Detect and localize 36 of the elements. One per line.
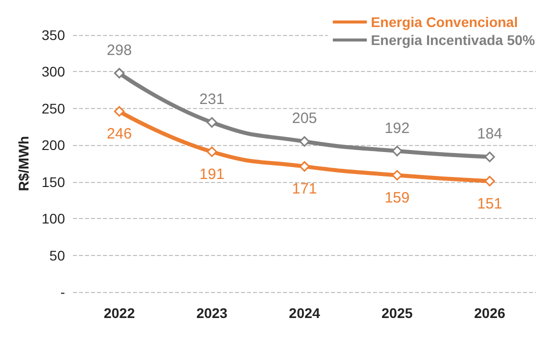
data-label: 231 bbox=[199, 91, 224, 108]
data-label: 205 bbox=[292, 110, 318, 128]
y-tick-label: 150 bbox=[42, 174, 66, 190]
y-tick-label: 50 bbox=[49, 247, 66, 264]
point bbox=[206, 117, 218, 128]
point bbox=[206, 146, 218, 157]
x-tick-label: 2026 bbox=[474, 305, 506, 321]
data-label: 192 bbox=[384, 120, 410, 137]
x-tick-label: 2024 bbox=[288, 305, 320, 321]
point bbox=[392, 146, 402, 156]
y-tick-label: - bbox=[60, 284, 66, 300]
data-label: 246 bbox=[106, 126, 132, 143]
data-label: 159 bbox=[384, 190, 410, 206]
point bbox=[299, 161, 310, 172]
point bbox=[484, 176, 495, 186]
y-tick-label: 250 bbox=[42, 100, 66, 116]
data-label: 171 bbox=[292, 180, 318, 198]
y-tick-label: 100 bbox=[42, 210, 66, 227]
y-tick-label: 200 bbox=[42, 137, 66, 154]
point bbox=[114, 68, 125, 78]
point bbox=[299, 136, 310, 147]
x-tick-label: 2023 bbox=[196, 305, 228, 321]
point bbox=[114, 106, 125, 117]
x-tick-label: 2022 bbox=[104, 305, 136, 321]
y-tick-label: 350 bbox=[42, 27, 66, 43]
data-label: 298 bbox=[106, 42, 132, 59]
point bbox=[392, 170, 402, 180]
point bbox=[484, 152, 495, 162]
x-tick-label: 2025 bbox=[382, 305, 413, 321]
data-label: 151 bbox=[477, 195, 502, 212]
data-label: 191 bbox=[199, 166, 224, 183]
y-tick-label: 300 bbox=[42, 64, 66, 80]
data-label: 184 bbox=[477, 126, 502, 143]
legend-label: Energia Incentivada 50% bbox=[370, 32, 536, 48]
legend-label: Energia Convencional bbox=[370, 14, 518, 30]
y-axis-title: R$/MWh bbox=[16, 136, 32, 192]
